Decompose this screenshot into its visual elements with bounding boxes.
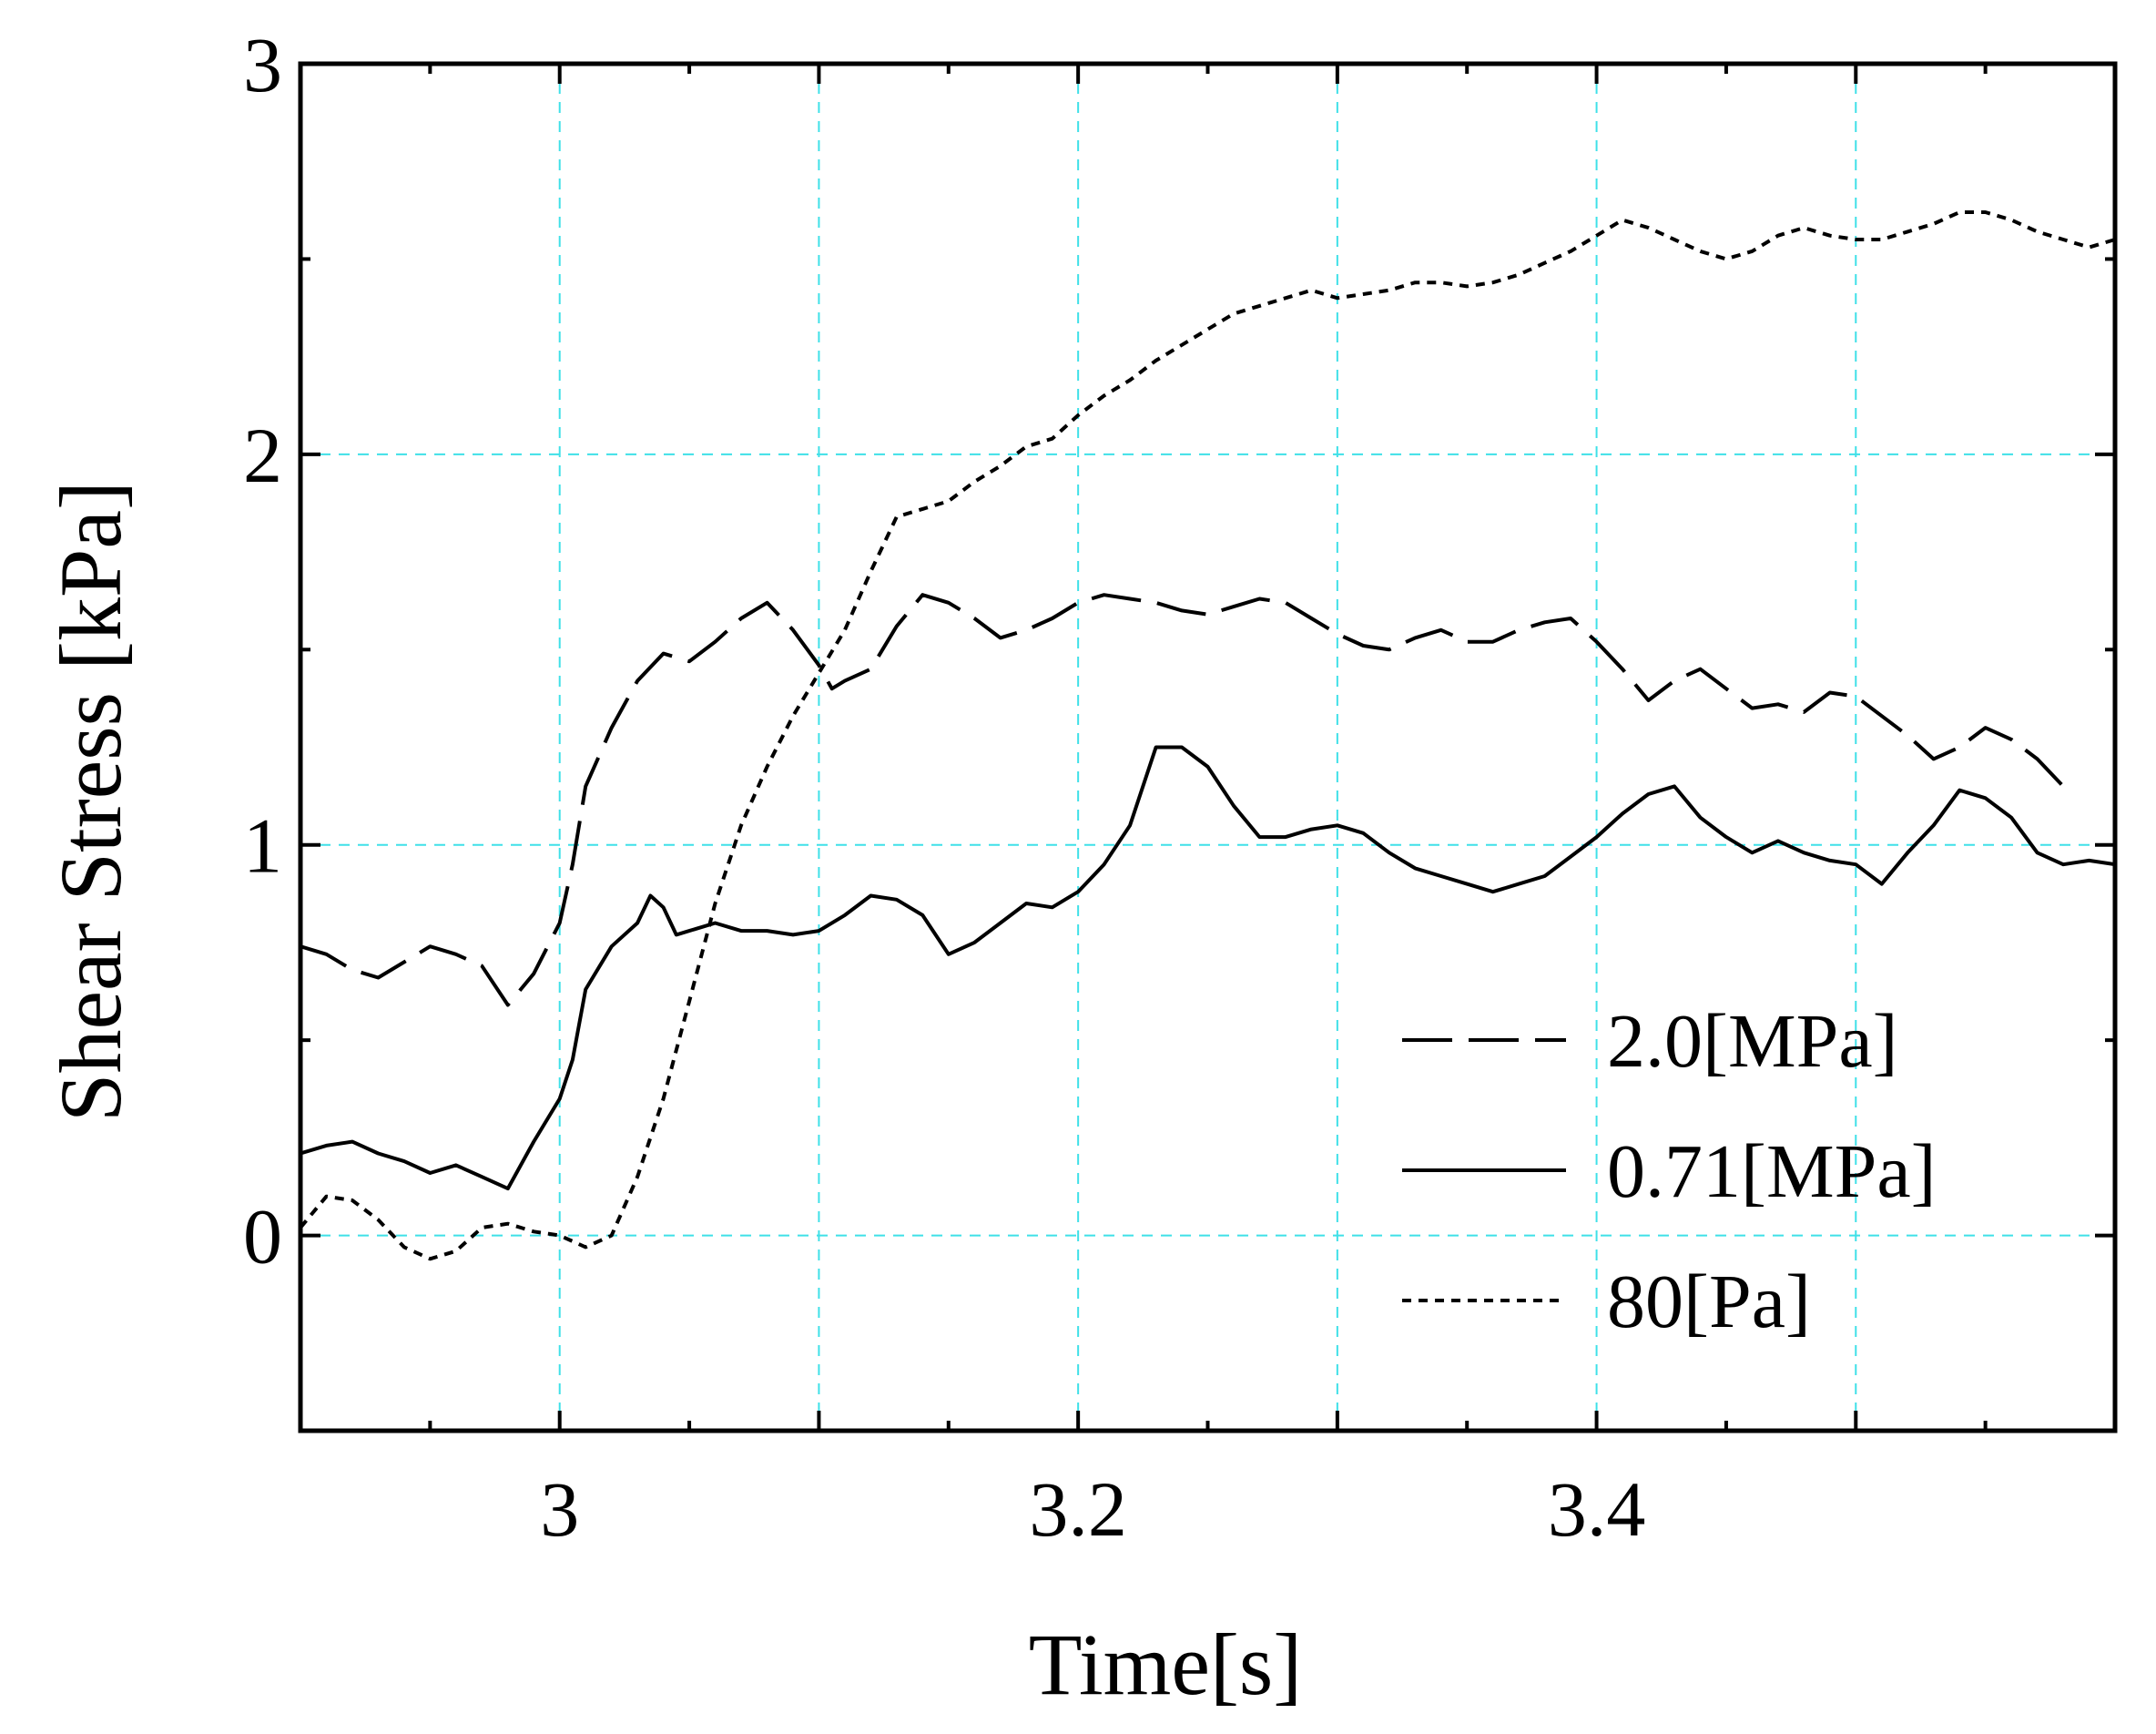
series-line-0	[300, 593, 2065, 1007]
legend-label-071mpa: 0.71[MPa]	[1607, 1129, 1937, 1214]
x-tick-label: 3.2	[1029, 1465, 1127, 1553]
legend-item: 0.71[MPa]	[1402, 1129, 1937, 1214]
y-axis-title: Shear Stress [kPa]	[42, 481, 139, 1122]
series-group	[300, 210, 2115, 1261]
y-tick-label: 2	[243, 412, 282, 499]
y-tick-label: 3	[243, 21, 282, 108]
grid	[300, 64, 2115, 1431]
legend: 2.0[MPa] 0.71[MPa] 80[Pa]	[1402, 999, 1937, 1344]
legend-label-2mpa: 2.0[MPa]	[1607, 999, 1898, 1084]
x-tick-label: 3	[540, 1465, 579, 1553]
tick-labels: 3 3.2 3.4 0 1 2 3	[243, 21, 1645, 1553]
series-line-2	[300, 210, 2115, 1261]
y-tick-label: 1	[243, 802, 282, 890]
legend-item: 2.0[MPa]	[1402, 999, 1898, 1084]
x-axis-title: Time[s]	[1029, 1616, 1303, 1713]
series-line-1	[300, 745, 2115, 1191]
legend-label-80pa: 80[Pa]	[1607, 1260, 1811, 1344]
y-tick-label: 0	[243, 1193, 282, 1280]
x-tick-label: 3.4	[1548, 1465, 1646, 1553]
legend-item: 80[Pa]	[1402, 1260, 1811, 1344]
plot-frame	[298, 61, 2118, 1433]
ticks	[300, 62, 2117, 1433]
